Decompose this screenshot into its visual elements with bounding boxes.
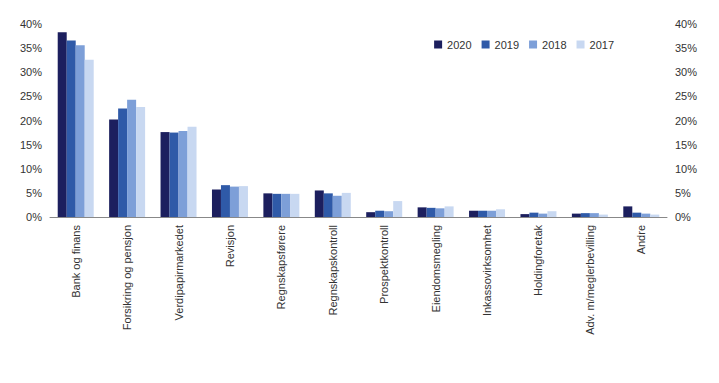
svg-text:Verdipapirmarkedet: Verdipapirmarkedet [173, 225, 185, 320]
svg-text:30%: 30% [675, 66, 697, 78]
svg-text:10%: 10% [20, 163, 42, 175]
svg-text:30%: 30% [20, 66, 42, 78]
svg-text:35%: 35% [675, 42, 697, 54]
svg-text:40%: 40% [675, 18, 697, 30]
svg-text:Bank og finans: Bank og finans [70, 225, 82, 298]
svg-text:Inkassovirksomhet: Inkassovirksomhet [481, 225, 493, 316]
svg-text:2017: 2017 [590, 39, 614, 51]
svg-text:Eiendomsmegling: Eiendomsmegling [430, 225, 442, 312]
svg-text:2018: 2018 [542, 39, 566, 51]
svg-text:15%: 15% [675, 139, 697, 151]
svg-text:20%: 20% [20, 115, 42, 127]
svg-text:40%: 40% [20, 18, 42, 30]
svg-text:10%: 10% [675, 163, 697, 175]
svg-text:15%: 15% [20, 139, 42, 151]
svg-text:Prospektkontroll: Prospektkontroll [378, 225, 390, 304]
svg-text:25%: 25% [675, 90, 697, 102]
svg-text:25%: 25% [20, 90, 42, 102]
svg-text:0%: 0% [26, 211, 42, 223]
svg-text:5%: 5% [26, 187, 42, 199]
svg-text:5%: 5% [675, 187, 691, 199]
svg-text:20%: 20% [675, 115, 697, 127]
svg-text:Forsikring og pensjon: Forsikring og pensjon [121, 225, 133, 330]
svg-text:35%: 35% [20, 42, 42, 54]
svg-text:Holdingforetak: Holdingforetak [532, 225, 544, 296]
svg-text:Andre: Andre [635, 225, 647, 254]
svg-text:Adv. m/meglerbevilling: Adv. m/meglerbevilling [584, 225, 596, 335]
svg-text:0%: 0% [675, 211, 691, 223]
svg-text:2019: 2019 [495, 39, 519, 51]
svg-text:Regnskapsførere: Regnskapsførere [275, 225, 287, 309]
svg-text:Regnskapskontroll: Regnskapskontroll [327, 225, 339, 316]
svg-text:Revisjon: Revisjon [224, 225, 236, 267]
svg-text:2020: 2020 [447, 39, 471, 51]
